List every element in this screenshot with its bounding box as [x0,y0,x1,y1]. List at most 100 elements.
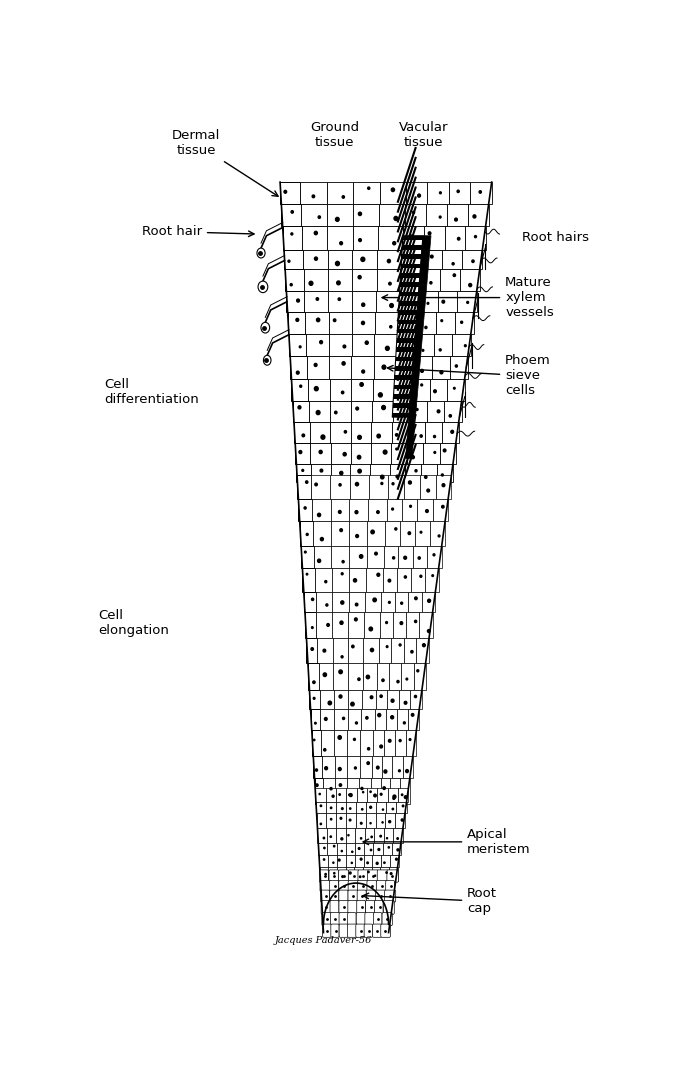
Bar [331,464,351,482]
Ellipse shape [340,784,342,786]
Ellipse shape [380,695,382,697]
FancyBboxPatch shape [339,912,350,925]
Bar [410,401,428,422]
Bar [413,545,427,568]
FancyBboxPatch shape [349,870,359,883]
Ellipse shape [349,872,351,874]
Ellipse shape [411,235,413,238]
FancyBboxPatch shape [377,870,388,883]
Bar [374,730,384,756]
Bar [346,828,356,843]
Bar [462,250,482,269]
Ellipse shape [290,284,292,286]
Bar [402,236,423,240]
Bar [337,868,346,881]
Text: Mature
xylem
vessels: Mature xylem vessels [382,276,554,319]
Ellipse shape [334,873,335,874]
Ellipse shape [328,702,332,705]
Bar [316,813,326,828]
Bar [309,422,330,442]
Bar [377,250,402,269]
Ellipse shape [406,678,407,680]
Ellipse shape [342,876,344,877]
Bar [316,802,326,813]
FancyBboxPatch shape [329,870,339,883]
Ellipse shape [396,476,398,478]
Bar [367,788,377,802]
FancyBboxPatch shape [386,880,395,892]
FancyBboxPatch shape [348,901,357,915]
Bar [311,709,321,730]
Bar [330,401,351,422]
Ellipse shape [362,369,365,373]
Bar [386,522,400,545]
Bar [427,545,442,568]
Ellipse shape [342,362,345,365]
Bar [328,290,352,312]
Ellipse shape [318,216,321,218]
Ellipse shape [412,211,414,213]
Bar [330,474,349,499]
Bar [417,312,436,334]
Bar [424,226,444,250]
Bar [364,613,380,638]
Bar [395,813,405,828]
Ellipse shape [368,187,370,190]
Ellipse shape [368,748,370,750]
Ellipse shape [439,349,441,351]
Bar [333,663,348,690]
Ellipse shape [422,349,423,351]
FancyBboxPatch shape [356,912,367,925]
Ellipse shape [307,533,308,536]
Ellipse shape [401,819,403,821]
Bar [405,205,426,226]
Ellipse shape [314,697,315,699]
Bar [403,226,424,250]
Ellipse shape [354,578,356,582]
Ellipse shape [376,862,378,864]
Bar [349,545,367,568]
Bar [323,778,335,803]
Ellipse shape [358,212,361,215]
Bar [444,226,465,250]
Ellipse shape [423,644,426,647]
Bar [356,813,365,828]
Ellipse shape [402,367,405,369]
Ellipse shape [427,302,429,304]
Bar [375,312,398,334]
Bar [318,663,333,690]
Bar [291,378,308,401]
Bar [336,802,346,813]
Bar [372,855,382,868]
Ellipse shape [261,322,270,333]
Ellipse shape [374,553,377,555]
Bar [384,545,398,568]
FancyBboxPatch shape [358,880,368,892]
Ellipse shape [319,450,322,454]
Ellipse shape [452,262,454,265]
Bar [356,802,366,813]
Ellipse shape [438,410,440,412]
Bar [349,568,366,592]
Bar [379,205,405,226]
Bar [330,422,351,442]
Ellipse shape [454,388,455,389]
Ellipse shape [340,471,343,474]
Bar [328,312,352,334]
Ellipse shape [378,848,380,850]
Ellipse shape [400,621,402,624]
Ellipse shape [397,838,398,840]
Bar [347,778,359,803]
Bar [442,250,462,269]
Ellipse shape [314,387,318,391]
Ellipse shape [416,408,418,410]
FancyBboxPatch shape [367,880,377,892]
Ellipse shape [370,823,371,824]
Ellipse shape [323,749,326,751]
Ellipse shape [371,530,374,533]
Bar [389,868,398,881]
Ellipse shape [318,559,321,562]
Bar [359,778,371,803]
Bar [286,290,304,312]
Ellipse shape [342,808,343,810]
